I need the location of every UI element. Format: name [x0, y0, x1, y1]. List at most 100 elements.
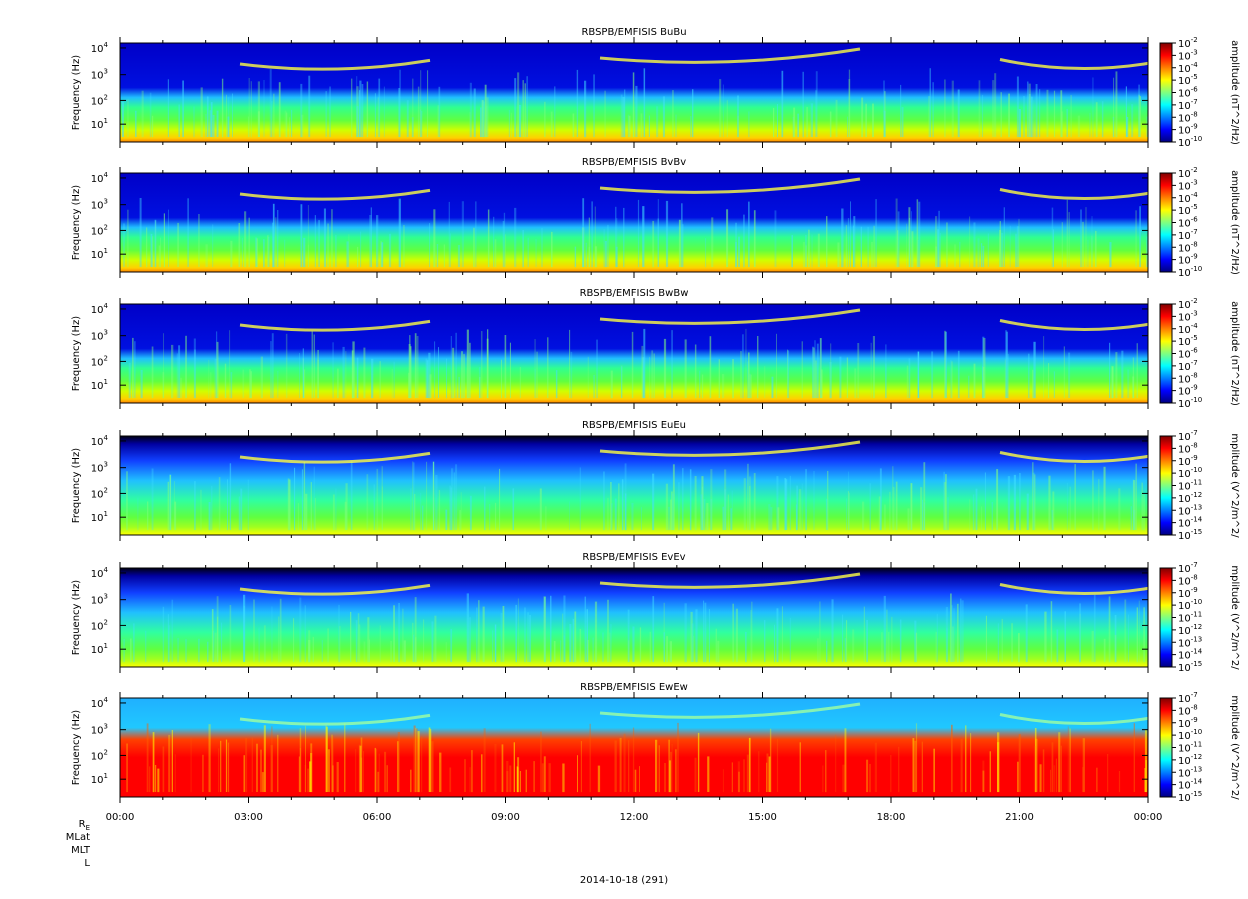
- colorbar-tick-label: 10-4: [1178, 191, 1198, 205]
- colorbar: [1159, 435, 1173, 536]
- colorbar: [1159, 697, 1173, 798]
- colorbar-tick-label: 10-13: [1178, 503, 1202, 517]
- colorbar-tick-label: 10-11: [1178, 611, 1202, 625]
- colorbar-tick-label: 10-3: [1178, 178, 1198, 192]
- colorbar: [1159, 567, 1173, 668]
- colorbar-tick-label: 10-7: [1178, 98, 1198, 112]
- colorbar: [1159, 303, 1173, 404]
- colorbar-tick-label: 10-12: [1178, 623, 1202, 637]
- ephemeris-re-label: RE: [78, 819, 90, 832]
- spectrogram-panel-1: RBSPB/EMFISIS BuBu Frequency (Hz) 101 102 10…: [71, 27, 1240, 149]
- x-tick-label: 00:00: [1134, 812, 1163, 823]
- y-tick-label: 104: [91, 302, 109, 316]
- colorbar-tick-label: 10-12: [1178, 753, 1202, 767]
- colorbar-tick-label: 10-14: [1178, 648, 1203, 662]
- colorbar-tick-label: 10-8: [1178, 371, 1198, 385]
- colorbar-tick-label: 10-9: [1178, 454, 1198, 468]
- x-tick-label: 00:00: [106, 812, 135, 823]
- y-tick-label: 101: [91, 247, 108, 261]
- panel-title: RBSPB/EMFISIS BuBu: [581, 27, 686, 38]
- y-axis-label: Frequency (Hz): [71, 55, 82, 131]
- x-tick-label: 21:00: [1005, 812, 1034, 823]
- colorbar-tick-label: 10-10: [1178, 135, 1202, 149]
- y-tick-label: 101: [91, 642, 108, 656]
- colorbar-tick-label: 10-6: [1178, 216, 1198, 230]
- colorbar-tick-label: 10-9: [1178, 586, 1198, 600]
- spectrogram-panel-4: RBSPB/EMFISIS EuEu Frequency (Hz) 101 102 10…: [71, 420, 1240, 542]
- spectrogram-image: [120, 436, 1148, 535]
- y-tick-label: 101: [91, 510, 108, 524]
- colorbar-tick-label: 10-13: [1178, 635, 1202, 649]
- y-tick-label: 104: [91, 566, 109, 580]
- colorbar-tick-label: 10-15: [1178, 660, 1202, 674]
- colorbar-tick-label: 10-11: [1178, 479, 1202, 493]
- colorbar-tick-label: 10-8: [1178, 441, 1198, 455]
- colorbar-tick-label: 10-5: [1178, 334, 1198, 348]
- colorbar-tick-label: 10-2: [1178, 297, 1198, 311]
- colorbar-tick-label: 10-9: [1178, 253, 1198, 267]
- y-tick-label: 103: [91, 198, 108, 212]
- colorbar-tick-label: 10-12: [1178, 491, 1202, 505]
- y-tick-label: 103: [91, 593, 108, 607]
- colorbar-tick-label: 10-7: [1178, 561, 1198, 575]
- panel-title: RBSPB/EMFISIS EwEw: [580, 682, 688, 693]
- x-tick-label: 03:00: [234, 812, 263, 823]
- x-tick-label: 18:00: [877, 812, 906, 823]
- colorbar-tick-label: 10-10: [1178, 265, 1202, 279]
- panel-title: RBSPB/EMFISIS EvEv: [582, 552, 685, 563]
- colorbar-tick-label: 10-9: [1178, 123, 1198, 137]
- y-tick-label: 102: [91, 618, 108, 632]
- y-tick-label: 102: [91, 486, 108, 500]
- colorbar-tick-label: 10-2: [1178, 166, 1198, 180]
- y-tick-label: 101: [91, 117, 108, 131]
- colorbar-tick-label: 10-8: [1178, 703, 1198, 717]
- y-tick-label: 104: [91, 696, 109, 710]
- spectrogram-texture: [128, 308, 1149, 399]
- colorbar-tick-label: 10-13: [1178, 765, 1202, 779]
- colorbar-tick-label: 10-7: [1178, 228, 1198, 242]
- spectrogram-texture: [121, 47, 1149, 138]
- y-axis-label: Frequency (Hz): [71, 710, 82, 786]
- colorbar-tick-label: 10-9: [1178, 384, 1198, 398]
- y-tick-label: 104: [91, 171, 109, 185]
- colorbar-tick-label: 10-5: [1178, 73, 1198, 87]
- colorbar-tick-label: 10-3: [1178, 309, 1198, 323]
- spectrogram-panel-3: RBSPB/EMFISIS BwBw Frequency (Hz) 101 102 10…: [71, 288, 1240, 410]
- ephemeris-mlat-label: MLat: [65, 832, 90, 843]
- colorbar-tick-label: 10-4: [1178, 61, 1198, 75]
- y-tick-label: 102: [91, 223, 108, 237]
- ephemeris-mlt-label: MLT: [71, 845, 90, 856]
- y-tick-label: 101: [91, 772, 108, 786]
- date-label: 2014-10-18 (291): [579, 875, 669, 886]
- y-axis-label: Frequency (Hz): [71, 580, 82, 656]
- x-tick-label: 15:00: [748, 812, 777, 823]
- colorbar-tick-label: 10-14: [1178, 516, 1203, 530]
- y-tick-label: 103: [91, 723, 108, 737]
- colorbar-tick-label: 10-7: [1178, 429, 1198, 443]
- y-tick-label: 102: [91, 93, 108, 107]
- y-tick-label: 104: [91, 434, 109, 448]
- spectrogram-texture: [126, 702, 1149, 793]
- y-axis-label: Frequency (Hz): [71, 185, 82, 261]
- spectrogram-panel-2: RBSPB/EMFISIS BvBv Frequency (Hz) 101 102 10…: [71, 157, 1240, 279]
- spectrogram-texture: [126, 440, 1149, 531]
- panel-title: RBSPB/EMFISIS BwBw: [580, 288, 689, 299]
- spectrogram-panel-6: RBSPB/EMFISIS EwEw Frequency (Hz) 101 102 10…: [71, 682, 1240, 804]
- colorbar: [1159, 42, 1173, 143]
- colorbar-tick-label: 10-10: [1178, 598, 1202, 612]
- panel-title: RBSPB/EMFISIS BvBv: [582, 157, 686, 168]
- colorbar-label: mplitude (V^2/m^2/: [1229, 433, 1240, 538]
- colorbar-tick-label: 10-4: [1178, 322, 1198, 336]
- y-tick-label: 103: [91, 68, 108, 82]
- colorbar-tick-label: 10-5: [1178, 203, 1198, 217]
- colorbar-tick-label: 10-10: [1178, 396, 1202, 410]
- y-tick-label: 103: [91, 329, 108, 343]
- colorbar-tick-label: 10-8: [1178, 110, 1198, 124]
- colorbar-label: amplitude (nT^2/Hz): [1229, 40, 1240, 145]
- colorbar-tick-label: 10-15: [1178, 790, 1202, 804]
- ephemeris-l-label: L: [84, 858, 90, 869]
- colorbar-label: amplitude (nT^2/Hz): [1229, 170, 1240, 275]
- colorbar-tick-label: 10-10: [1178, 466, 1202, 480]
- x-tick-label: 12:00: [620, 812, 649, 823]
